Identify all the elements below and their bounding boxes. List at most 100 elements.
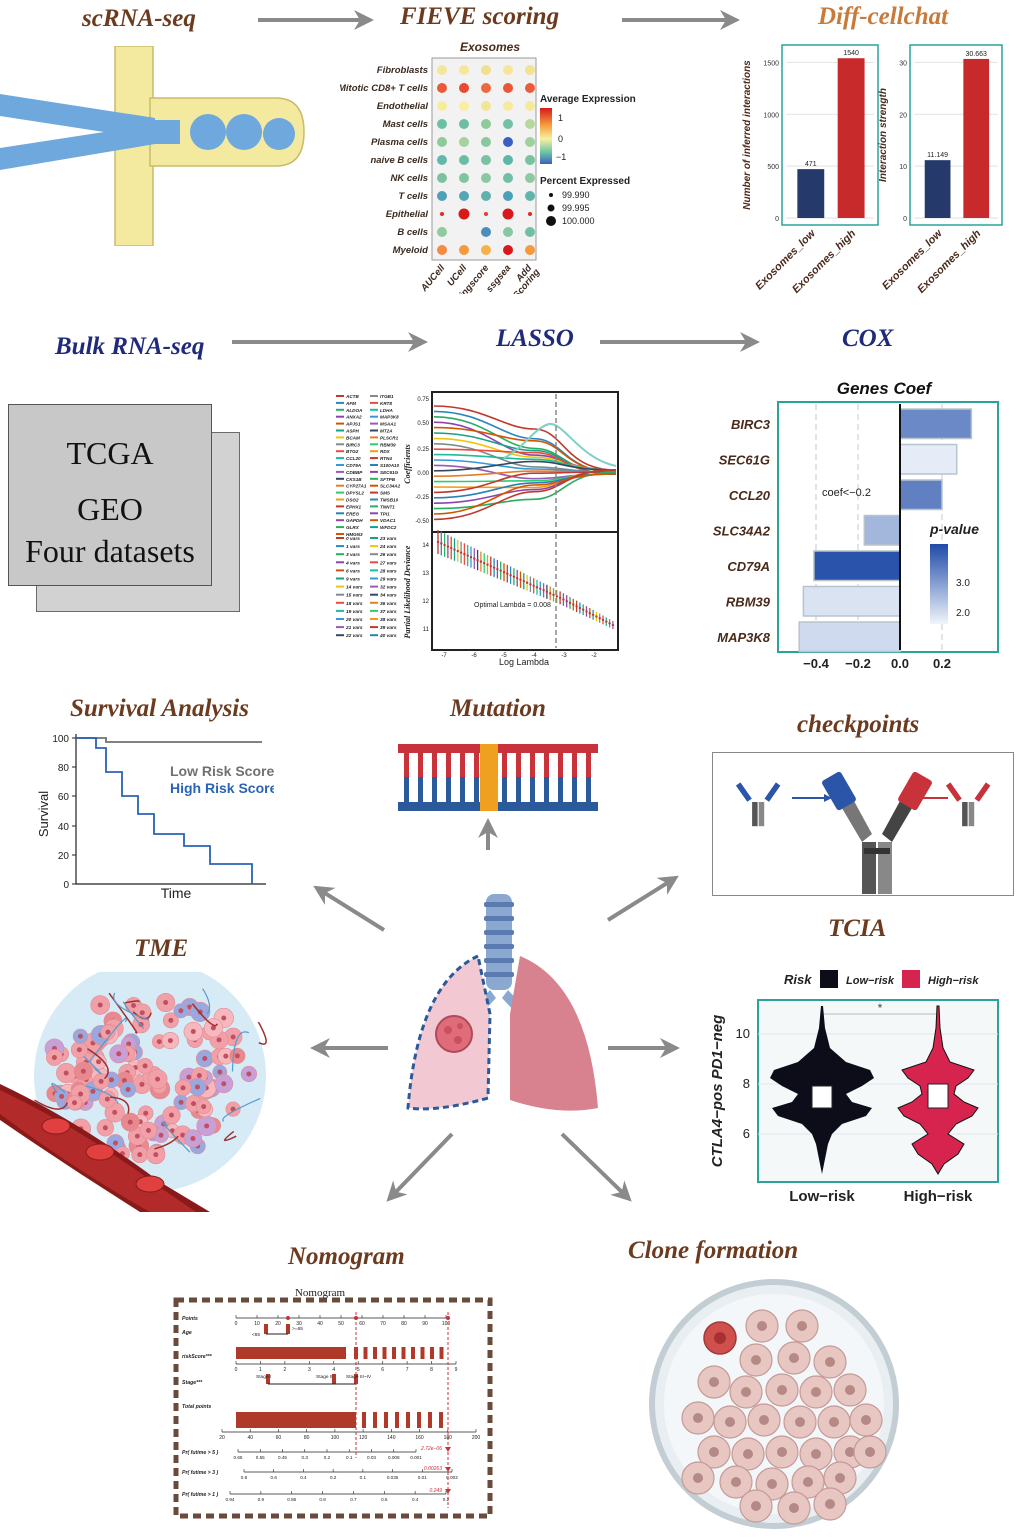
nomogram-tick: 0.94 [226, 1497, 235, 1502]
dotplot-dot [459, 173, 469, 183]
lasso-vars-label: 26 vars [379, 552, 397, 558]
dotplot-dot [481, 65, 491, 75]
fieve-title: FIEVE scoring [400, 3, 560, 30]
nomogram-tick: 0.1 [346, 1455, 353, 1460]
lasso-vars-label: 15 vars [346, 593, 363, 599]
nomogram-tick: 0.4 [300, 1475, 307, 1480]
nomogram-row-label: Age [181, 1330, 192, 1336]
nomogram-row-label: riskScore*** [182, 1354, 213, 1360]
cellchat-ytick: 500 [767, 164, 779, 171]
tcia-ytick: 8 [743, 1076, 750, 1091]
lasso-cv-point [459, 551, 463, 554]
dotplot-dot [437, 83, 447, 93]
dotplot-dot [503, 83, 513, 93]
tme-illustration [0, 972, 267, 1212]
dotplot-row-label: B cells [397, 227, 428, 238]
dotplot-dot [437, 191, 447, 201]
lasso-top-ytick: -0.50 [415, 519, 429, 525]
lasso-cv-point [473, 557, 476, 560]
survival-curve-low [76, 737, 262, 743]
lasso-cv-point [440, 542, 443, 545]
cellchat-bar [797, 169, 825, 218]
cox-xtick: 0.0 [891, 656, 909, 671]
lasso-xtick: -6 [471, 653, 477, 659]
nomogram-tick: 4 [332, 1367, 335, 1373]
lasso-vars-label: 14 vars [346, 585, 363, 591]
lasso-gene-label: CD79A [346, 463, 361, 468]
box-high-risk [927, 1083, 949, 1109]
high-risk-label: High Risk Score [170, 780, 274, 796]
lasso-cv-point [446, 545, 450, 548]
lasso-cv-point [529, 583, 532, 586]
dotplot-dot [437, 65, 447, 75]
lasso-gene-label: PLSCR1 [380, 435, 399, 440]
lasso-xtick: -7 [441, 653, 447, 659]
lasso-bottom-ytick: 11 [423, 627, 430, 633]
lungs-illustration [406, 894, 598, 1111]
lasso-coef-path [433, 405, 617, 471]
avg-expression-title: Average Expression [540, 94, 636, 105]
dotplot-row-label: Mast cells [383, 119, 428, 130]
nomogram-tick: 0.45 [278, 1455, 287, 1460]
lasso-vars-label: 34 vars [380, 593, 397, 599]
lasso-gene-label: GLRX [346, 525, 360, 530]
lasso-cv-point [549, 592, 552, 595]
lasso-gene-label: RDX [380, 449, 391, 454]
lasso-gene-label: HMGN3 [346, 532, 363, 537]
lasso-cv-point [496, 567, 499, 571]
lasso-cv-point [512, 575, 516, 578]
nomogram-tick: 120 [359, 1435, 368, 1441]
cellchat-bar-value: 1540 [843, 50, 859, 57]
cox-gene-label: RBM39 [726, 594, 771, 609]
dotplot-dot [437, 245, 447, 255]
lasso-gene-label: MT2A [380, 429, 393, 434]
nomogram-row-label: Points [182, 1316, 198, 1322]
lasso-cv-point [525, 581, 529, 584]
nomogram-tick: 40 [317, 1321, 323, 1327]
lasso-top-ytick: 0.25 [417, 447, 429, 453]
cox-gene-label: SEC61G [719, 452, 770, 467]
lasso-xtick: -2 [591, 653, 597, 659]
dotplot-dot [459, 101, 469, 111]
lasso-xtick: -3 [561, 653, 567, 659]
lasso-cv-point [568, 601, 572, 605]
cox-xtick: −0.4 [803, 656, 829, 671]
lasso-coef-path [433, 471, 617, 494]
mutation-title: Mutation [450, 695, 546, 722]
lasso-gene-label: CCL20 [346, 456, 361, 461]
lasso-cv-point [502, 570, 506, 574]
dotplot-title: Exosomes [460, 40, 520, 54]
nomogram-tick: 0.65 [234, 1455, 243, 1460]
lasso-vars-label: 6 vars [346, 568, 360, 574]
survival-ytick: 40 [58, 822, 70, 833]
dotplot-dot [481, 155, 491, 165]
dotplot-dot [484, 212, 488, 216]
dotplot-dot [503, 191, 513, 201]
dotplot-row-label: Plasma cells [371, 137, 428, 148]
lasso-vars-label: 24 vars [379, 544, 397, 550]
nomogram-frame [173, 1297, 493, 1519]
dotplot-dot [525, 173, 535, 183]
lasso-cv-point [489, 564, 492, 568]
nomogram-tick: 0.9 [258, 1497, 265, 1502]
cellchat-ytick: 10 [899, 164, 907, 171]
lasso-gene-label: CDBBP [346, 470, 363, 475]
nomogram-tick: 10 [254, 1321, 260, 1327]
avg-tick: 0 [558, 134, 563, 144]
dotplot-dot [459, 137, 469, 147]
lasso-gene-label: APJS1 [345, 422, 361, 427]
dotplot-dot [503, 119, 513, 129]
dotplot-dot [525, 227, 535, 237]
lasso-gene-label: VDAC1 [380, 518, 396, 523]
lasso-gene-label: TNNT1 [380, 504, 395, 509]
nomogram-tick: 50 [338, 1321, 344, 1327]
survival-ytick: 0 [63, 880, 69, 891]
pvalue-legend-title: p-value [929, 521, 979, 537]
lasso-coef-path [433, 448, 617, 475]
nomogram-tick: 200 [472, 1435, 481, 1441]
pct-legend-dot [549, 193, 553, 197]
survival-ytick: 20 [58, 851, 70, 862]
cellchat-ytick: 0 [775, 216, 779, 223]
cellchat-ytick: 0 [903, 216, 907, 223]
lasso-cv-point [585, 610, 588, 613]
